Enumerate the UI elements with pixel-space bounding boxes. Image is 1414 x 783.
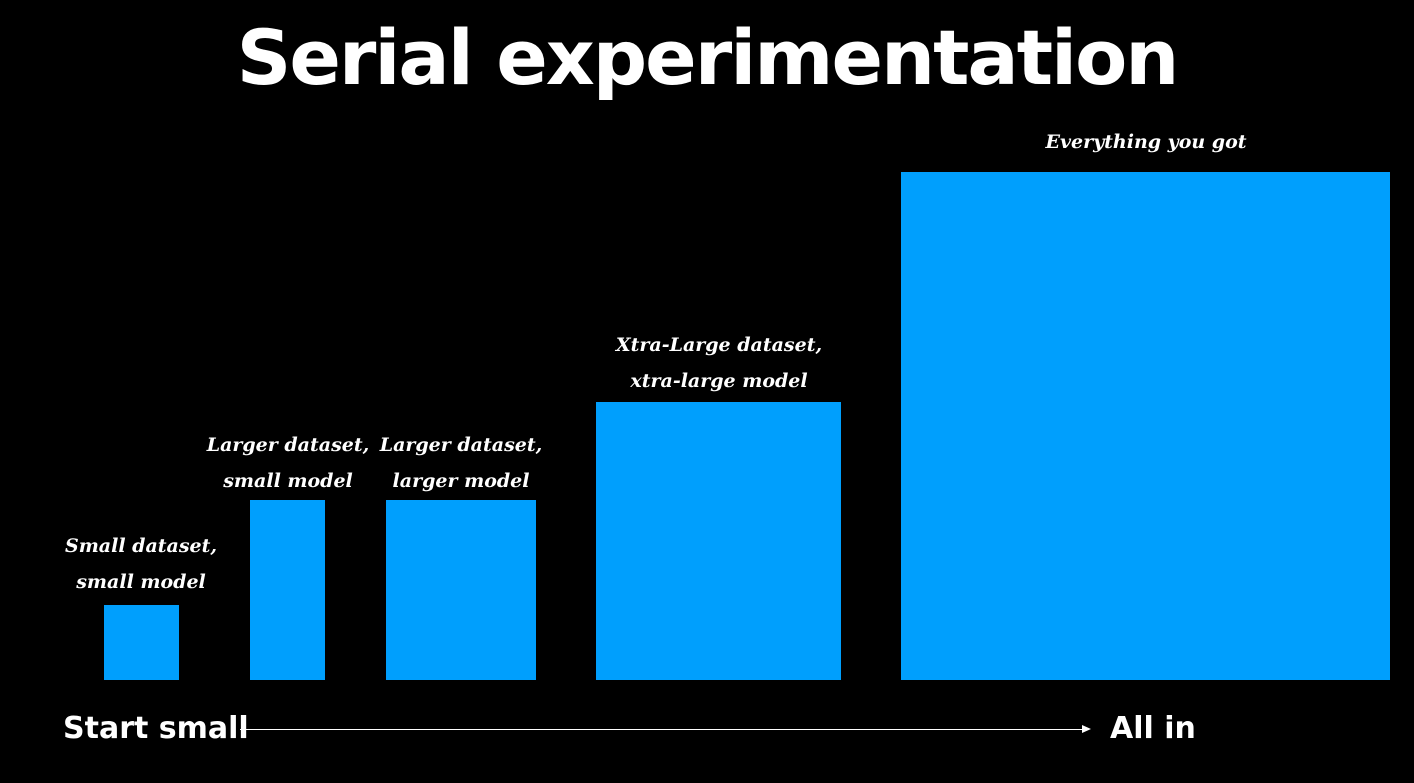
stage-block-2 <box>250 500 325 680</box>
stage-block-5 <box>901 172 1390 680</box>
stage-caption-2-line1: Larger dataset, <box>206 434 370 456</box>
stage-caption-5-line1: Everything you got <box>1045 131 1247 153</box>
stage-caption-3-line2: larger model <box>392 470 530 492</box>
axis-arrow-line <box>240 729 1082 730</box>
stage-caption-4-line2: xtra-large model <box>630 370 808 392</box>
arrow-head-icon <box>1082 725 1091 733</box>
axis-end-label: All in <box>1110 711 1196 746</box>
axis-start-label: Start small <box>63 711 249 746</box>
stage-block-4 <box>596 402 841 680</box>
stage-caption-4: Xtra-Large dataset, xtra-large model <box>588 327 850 399</box>
stage-block-1 <box>104 605 179 680</box>
stage-caption-2-line2: small model <box>223 470 353 492</box>
stage-caption-1-line2: small model <box>76 571 206 593</box>
stage-block-3 <box>386 500 536 680</box>
stage-caption-4-line1: Xtra-Large dataset, <box>615 334 823 356</box>
stage-caption-3-line1: Larger dataset, <box>379 434 543 456</box>
slide-title: Serial experimentation <box>236 13 1180 102</box>
stage-caption-3: Larger dataset, larger model <box>376 427 546 499</box>
stage-caption-1: Small dataset, small model <box>40 528 242 600</box>
stage-caption-1-line1: Small dataset, <box>64 535 218 557</box>
stage-caption-2: Larger dataset, small model <box>200 427 376 499</box>
stage-caption-5: Everything you got <box>960 124 1332 160</box>
